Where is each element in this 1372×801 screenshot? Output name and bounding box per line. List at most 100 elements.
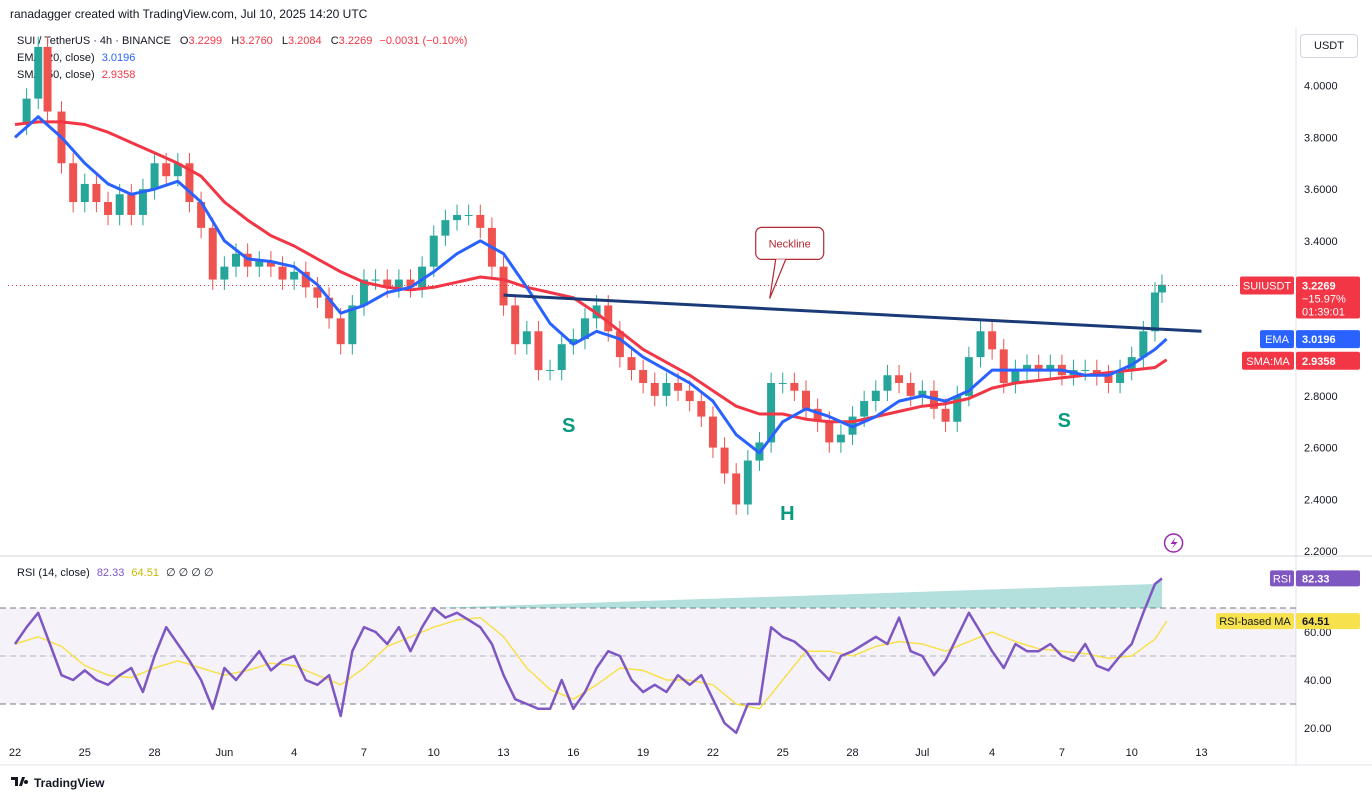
- candle-body: [522, 331, 531, 345]
- candle-body: [406, 279, 415, 288]
- candle-body: [394, 279, 403, 288]
- price-tick-label: 2.4000: [1304, 494, 1338, 506]
- price-tick-label: 3.6000: [1304, 184, 1338, 196]
- candle-body: [1046, 364, 1055, 371]
- sma-tag-label: SMA:MA: [1246, 356, 1290, 368]
- pattern-label-h: H: [780, 503, 794, 525]
- candle-body: [999, 349, 1008, 383]
- candle-body: [220, 266, 229, 280]
- candle-body: [115, 194, 124, 215]
- symbol-tag-bg: [1240, 276, 1294, 295]
- candle-body: [534, 331, 543, 371]
- candle-body: [255, 261, 264, 267]
- rsi-tick-label: 40.00: [1304, 675, 1332, 687]
- candle-body: [138, 189, 147, 215]
- rsi-legend[interactable]: RSI (14, close) 82.33 64.51 ∅ ∅ ∅ ∅: [17, 566, 214, 579]
- rsi-tick-label: 60.00: [1304, 627, 1332, 639]
- time-tick-label: 13: [497, 747, 509, 759]
- candle-body: [359, 279, 368, 306]
- candle-body: [604, 305, 613, 332]
- ema-line: [14, 115, 1168, 455]
- candle-body: [790, 382, 799, 391]
- candle-body: [150, 163, 159, 190]
- candle-body: [674, 382, 683, 391]
- candle-body: [813, 408, 822, 422]
- candle-body: [953, 395, 962, 422]
- time-tick-label: 10: [1126, 747, 1138, 759]
- candle-body: [383, 279, 392, 288]
- time-tick-label: 28: [148, 747, 160, 759]
- candle-body: [627, 357, 636, 371]
- candle-body: [1023, 364, 1032, 371]
- candle-body: [511, 305, 520, 345]
- time-tick-label: 22: [9, 747, 21, 759]
- candle-body: [104, 202, 113, 215]
- time-tick-label: 25: [777, 747, 789, 759]
- rsi-ma-tag: RSI-based MA: [1219, 616, 1291, 628]
- candle-body: [825, 421, 834, 443]
- candle-body: [708, 416, 717, 448]
- rsi-tag: RSI: [1273, 573, 1291, 585]
- neckline-callout-text: Neckline: [769, 238, 811, 250]
- tradingview-logo[interactable]: TradingView: [10, 775, 104, 790]
- price-tick-label: 4.0000: [1304, 81, 1338, 93]
- time-tick-label: 4: [989, 747, 995, 759]
- time-tick-label: 25: [79, 747, 91, 759]
- close-label: C: [330, 35, 339, 47]
- candle-body: [34, 46, 43, 99]
- close-value: 3.2269: [338, 35, 373, 47]
- high-value: 3.2760: [239, 35, 273, 47]
- rsi-ma-value: 64.51: [1302, 616, 1330, 628]
- candle-body: [557, 344, 566, 371]
- candle-body: [988, 331, 997, 350]
- last-price-value: 3.2269: [1302, 281, 1336, 293]
- price-tick-label: 3.8000: [1304, 132, 1338, 144]
- candle-body: [1116, 370, 1125, 383]
- change-value: −0.0031 (−0.10%): [379, 35, 468, 47]
- candle-body: [1011, 370, 1020, 383]
- candle-body: [546, 370, 555, 372]
- candle-body: [1150, 292, 1159, 332]
- open-value: 3.2299: [188, 35, 223, 47]
- open-label: O: [179, 35, 189, 47]
- sma-tag-value: 2.9358: [1302, 356, 1336, 368]
- time-tick-label: 7: [361, 747, 367, 759]
- candle-body: [313, 287, 322, 298]
- symbol-tag: SUIUSDT: [1243, 281, 1292, 293]
- high-label: H: [231, 35, 240, 47]
- candle-body: [162, 163, 171, 177]
- lightning-icon[interactable]: [1163, 533, 1184, 553]
- time-tick-label: Jul: [915, 747, 929, 759]
- sma-tag-label-bg: [1242, 351, 1294, 370]
- rsi-ma-tag-bg: [1216, 613, 1294, 630]
- candle-body: [301, 271, 310, 288]
- candle-body: [720, 447, 729, 474]
- candle-body: [80, 183, 89, 203]
- candle-body: [69, 163, 78, 203]
- lightning-glyph: [1170, 537, 1178, 549]
- candle-body: [325, 297, 334, 319]
- candle-body: [615, 331, 624, 358]
- candle-body: [185, 163, 194, 203]
- rsi-tag-bg: [1270, 570, 1294, 587]
- rsi-overbought-fill: [433, 578, 1162, 608]
- currency-selector[interactable]: USDT: [1300, 34, 1358, 58]
- candle-body: [941, 408, 950, 422]
- candle-body: [871, 390, 880, 402]
- pattern-label-s: S: [1058, 410, 1071, 432]
- rsi-line: [13, 577, 1163, 735]
- candle-body: [418, 266, 427, 288]
- neckline-trendline[interactable]: [503, 293, 1202, 333]
- rsi-tick-label: 20.00: [1304, 723, 1332, 735]
- candle-body: [441, 220, 450, 236]
- candle-body: [743, 460, 752, 505]
- low-value: 3.2084: [288, 35, 322, 47]
- neckline-callout-box[interactable]: [755, 226, 825, 260]
- candle-body: [208, 227, 217, 280]
- candle-body: [883, 375, 892, 391]
- symbol-legend[interactable]: SUI / TetherUS · 4h · BINANCE O3.2299 H3…: [17, 35, 467, 47]
- time-tick-label: Jun: [215, 747, 233, 759]
- candle-body: [964, 357, 973, 396]
- candle-body: [976, 331, 985, 358]
